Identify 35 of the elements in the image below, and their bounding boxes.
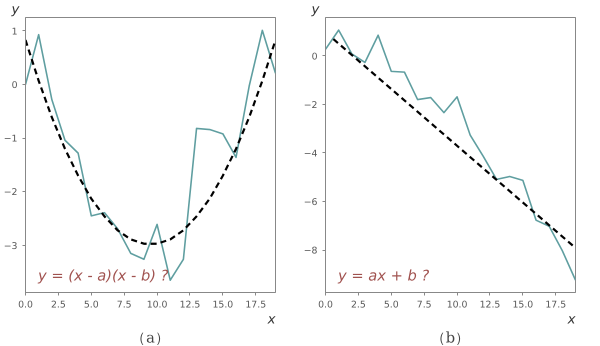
y-tick-label: −8	[304, 246, 318, 257]
x-tick-label: 7.5	[116, 300, 132, 310]
x-tick-label: 10.0	[146, 300, 168, 310]
y-tick-label: −3	[4, 240, 18, 252]
y-tick-label: −2	[304, 100, 318, 111]
x-tick-label: 10.0	[446, 300, 468, 310]
x-tick-label: 15.0	[512, 300, 534, 310]
x-tick-label: 17.5	[545, 300, 566, 310]
y-axis-title: y	[310, 2, 320, 18]
y-tick-label: 1	[12, 26, 18, 38]
x-tick-label: 12.5	[180, 300, 200, 310]
x-tick-label: 15.0	[212, 300, 234, 310]
x-tick-label: 5.0	[84, 300, 99, 310]
x-tick-label: 7.5	[416, 300, 432, 310]
y-tick-label: −1	[4, 134, 18, 145]
x-tick-label: 0.0	[18, 300, 33, 310]
x-tick-label: 2.5	[350, 300, 366, 310]
annotation: y = (x - a)(x - b) ?	[37, 267, 169, 284]
text: （a）	[131, 330, 170, 346]
x-axis-title: x	[266, 312, 276, 328]
y-tick-label: −2	[4, 187, 18, 198]
x-tick-label: 5.0	[384, 300, 399, 310]
y-tick-label: 0	[312, 51, 318, 62]
x-axis-title: x	[566, 312, 576, 328]
y-tick-label: 0	[12, 80, 18, 92]
x-tick-label: 0.0	[318, 300, 333, 310]
y-tick-label: −4	[304, 148, 318, 160]
x-tick-label: 2.5	[50, 300, 66, 310]
x-tick-label: 12.5	[480, 300, 500, 310]
y-tick-label: −6	[304, 196, 318, 208]
x-tick-label: 17.5	[245, 300, 266, 310]
annotation: y = ax + b ?	[337, 267, 430, 284]
y-axis-title: y	[10, 2, 20, 18]
text: （b）	[430, 330, 470, 346]
line-series	[26, 38, 276, 245]
